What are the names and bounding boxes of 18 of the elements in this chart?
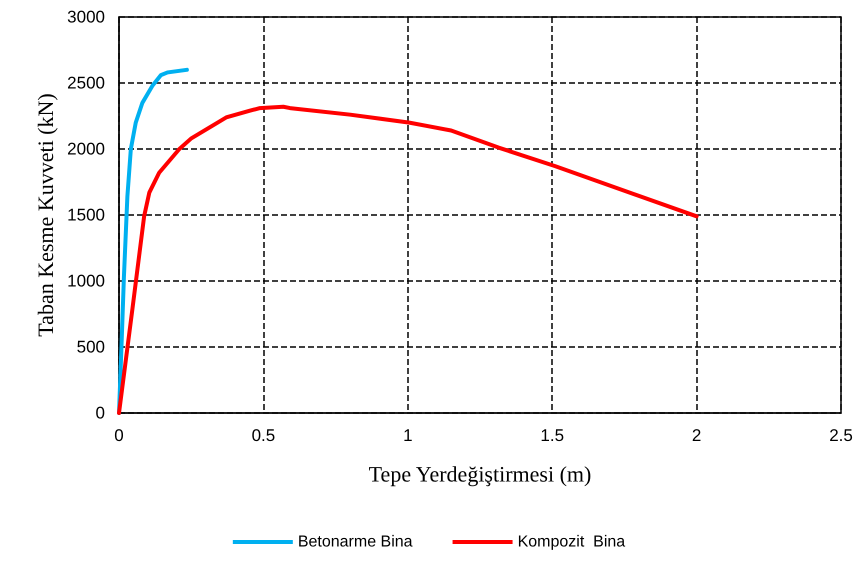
y-tick-label: 1000 [67,272,105,290]
x-tick-label: 2 [692,426,702,445]
y-tick-label: 500 [76,338,105,356]
x-tick-label: 0 [114,426,124,445]
x-axis-title: Tepe Yerdeğiştirmesi (m) [368,462,592,486]
y-tick-label: 2000 [67,140,105,158]
x-tick-label: 2.5 [829,426,853,445]
x-tick-label: 0.5 [252,426,276,445]
legend-label: Betonarme Bina [298,534,413,550]
legend-label: Kompozit Bina [518,534,626,550]
y-tick-label: 2500 [67,74,105,92]
x-tick-label: 1 [403,426,413,445]
x-tick-label: 1.5 [540,426,564,445]
y-axis-title: Taban Kesme Kuvveti (kN) [32,93,58,337]
y-tick-label: 0 [96,404,105,422]
line-series [117,104,699,415]
y-tick-label: 3000 [67,8,105,26]
y-tick-label: 1500 [67,206,105,224]
